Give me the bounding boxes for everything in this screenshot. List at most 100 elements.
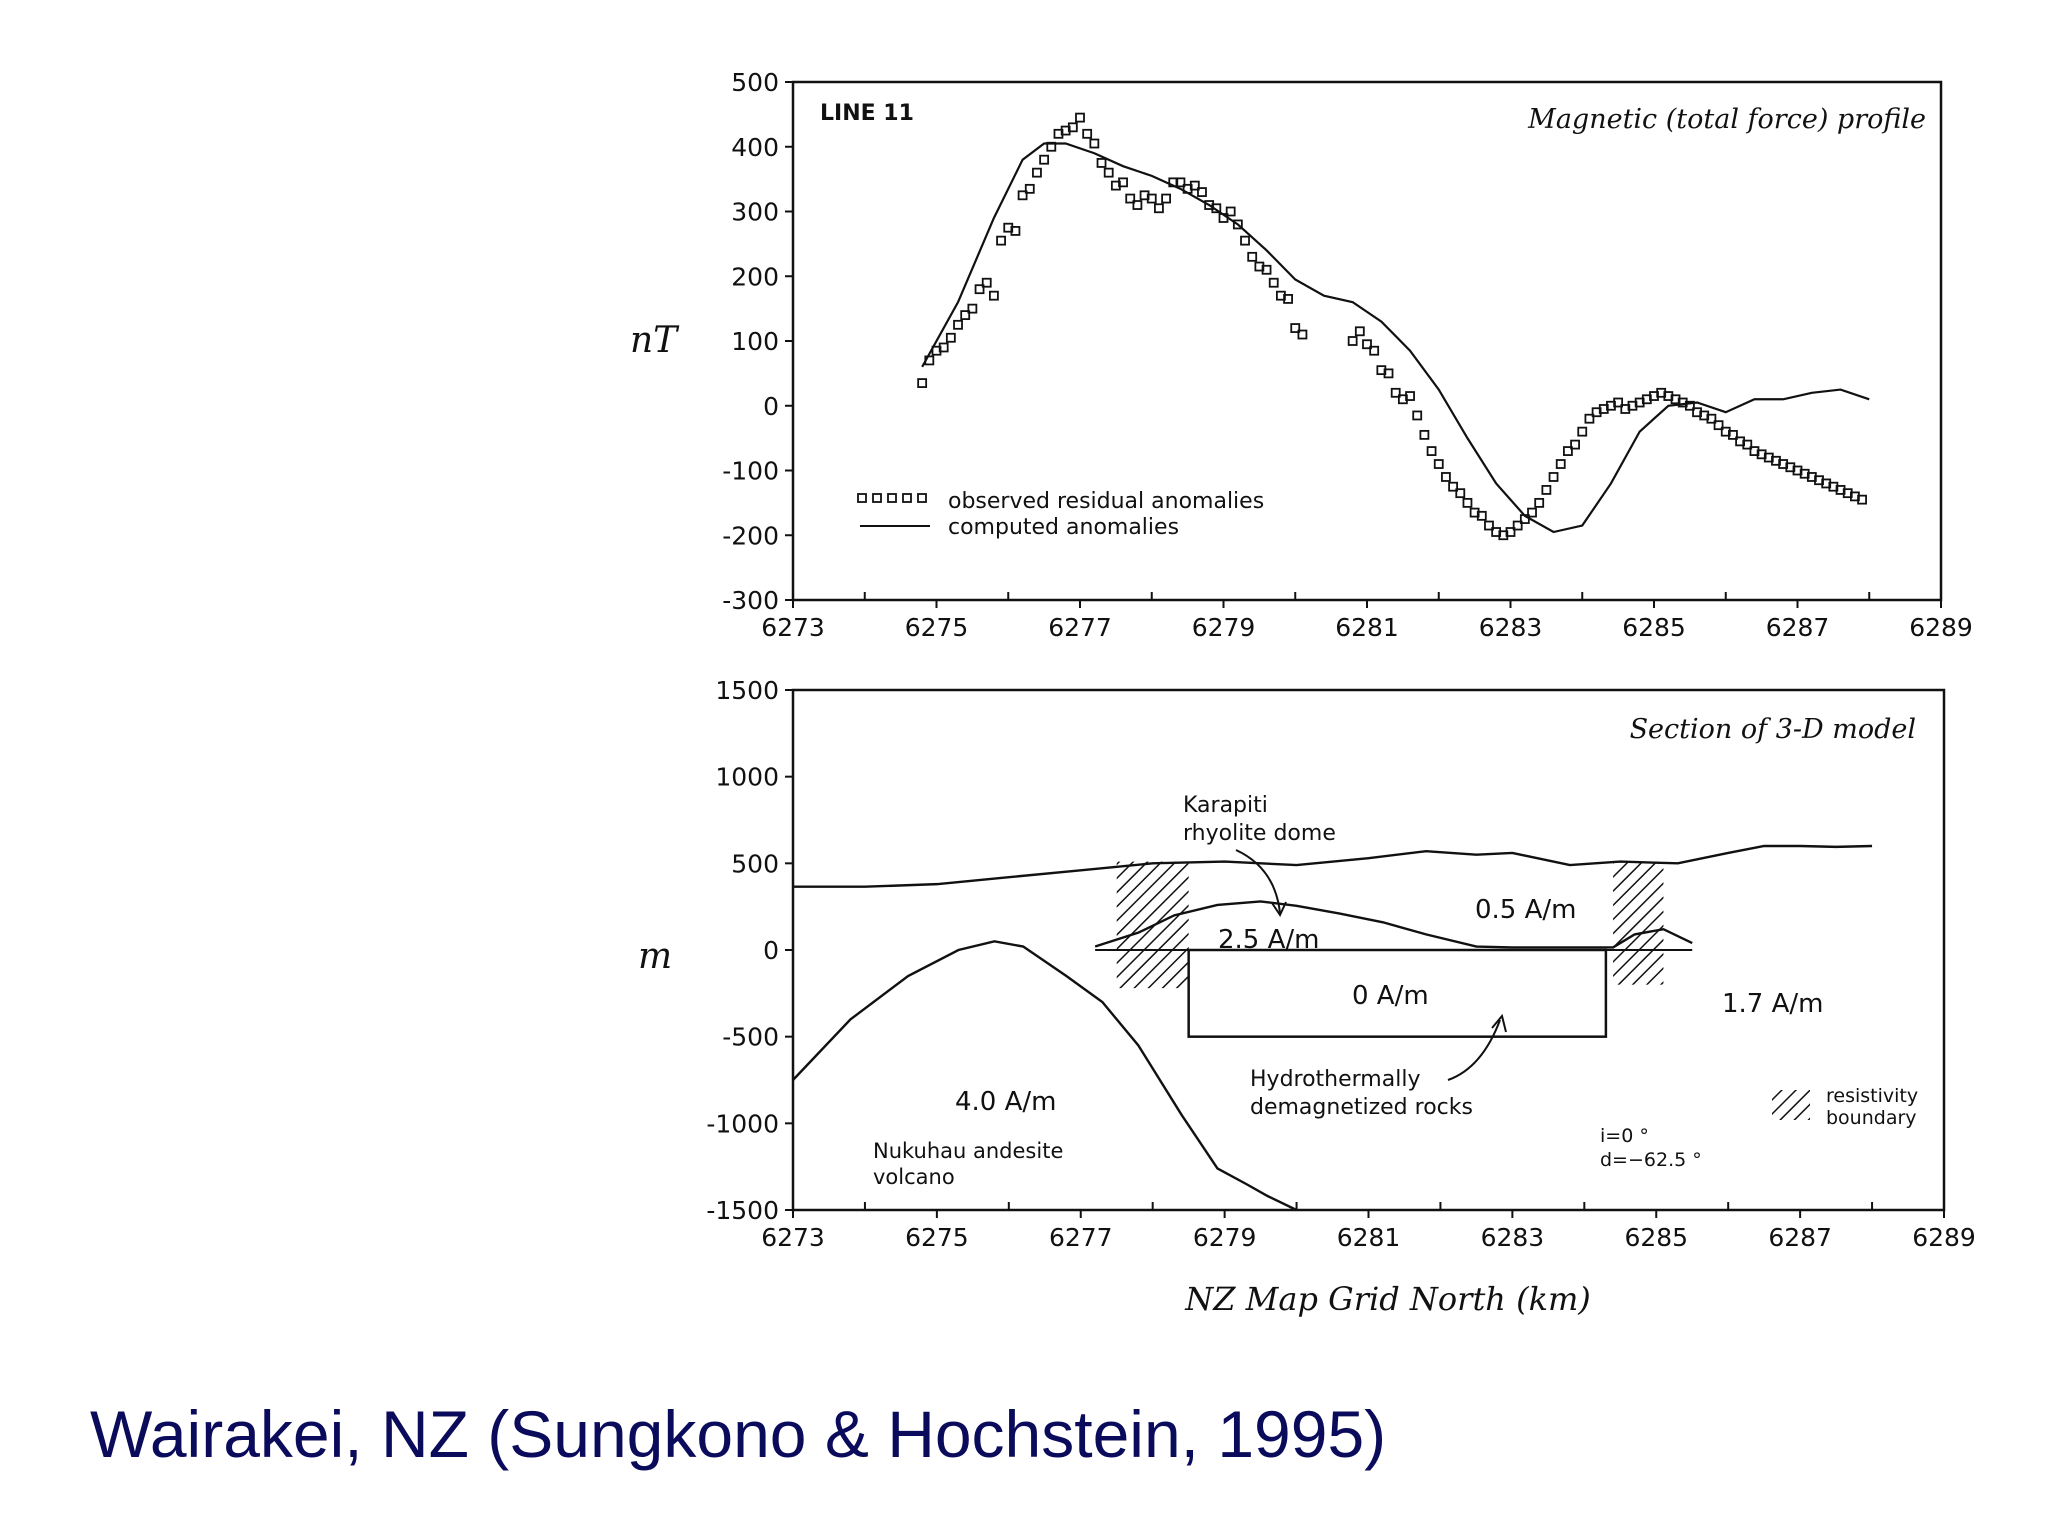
x-tick-label: 6279 xyxy=(1192,613,1256,642)
hydrothermal-label-2: demagnetized rocks xyxy=(1250,1095,1473,1120)
x-tick-label: 6273 xyxy=(761,613,825,642)
observed-anomaly-point xyxy=(1428,447,1436,455)
observed-anomaly-point xyxy=(1356,327,1364,335)
magnetization-1-7-label: 1.7 A/m xyxy=(1722,989,1824,1019)
observed-anomaly-point xyxy=(1349,337,1357,345)
y-tick-label: 0 xyxy=(763,392,779,421)
y-tick-label: 300 xyxy=(731,198,779,227)
legend-square xyxy=(903,494,911,502)
x-tick-label: 6285 xyxy=(1624,1223,1688,1252)
x-tick-label: 6273 xyxy=(761,1223,825,1252)
observed-anomaly-point xyxy=(1557,460,1565,468)
nukuhau-label-1: Nukuhau andesite xyxy=(873,1139,1063,1163)
bottom-x-label: NZ Map Grid North (km) xyxy=(1184,1280,1591,1318)
observed-anomaly-point xyxy=(1248,253,1256,261)
x-tick-label: 6275 xyxy=(905,613,969,642)
observed-anomaly-point xyxy=(1442,473,1450,481)
y-tick-label: 500 xyxy=(731,68,779,97)
y-tick-label: -1000 xyxy=(706,1109,779,1138)
top-series xyxy=(918,114,1869,540)
y-tick-label: -300 xyxy=(722,586,779,615)
observed-anomaly-point xyxy=(1535,499,1543,507)
resistivity-legend-label-1: resistivity xyxy=(1826,1085,1918,1107)
karapiti-label-2: rhyolite dome xyxy=(1183,821,1336,846)
top-legend: observed residual anomalies computed ano… xyxy=(858,489,1264,540)
x-tick-label: 6287 xyxy=(1766,613,1830,642)
y-tick-label: 500 xyxy=(731,849,779,878)
topography-line xyxy=(793,846,1872,887)
legend-observed-label: observed residual anomalies xyxy=(948,489,1264,514)
top-chart-title: Magnetic (total force) profile xyxy=(1527,104,1926,135)
x-tick-label: 6277 xyxy=(1048,613,1112,642)
observed-anomaly-point xyxy=(947,334,955,342)
magnetization-2-5-label: 2.5 A/m xyxy=(1218,925,1320,955)
observed-anomaly-point xyxy=(1162,195,1170,203)
magnetization-4-0-label: 4.0 A/m xyxy=(955,1087,1057,1117)
magnetic-profile-panel: 500 400 300 200 100 0 -100 -200 -300 6273 6275 627… xyxy=(630,68,1973,642)
declination-label: d=−62.5 ° xyxy=(1600,1149,1702,1171)
nukuhau-volcano-line xyxy=(793,941,1297,1210)
y-tick-label: 1500 xyxy=(715,676,779,705)
x-tick-label: 6279 xyxy=(1193,1223,1257,1252)
bottom-chart-title: Section of 3-D model xyxy=(1630,714,1916,745)
y-tick-label: -100 xyxy=(722,457,779,486)
magnetization-0-label: 0 A/m xyxy=(1352,981,1429,1011)
observed-anomaly-point xyxy=(918,379,926,387)
observed-anomaly-point xyxy=(1083,130,1091,138)
legend-square xyxy=(888,494,896,502)
x-tick-label: 6281 xyxy=(1337,1223,1401,1252)
x-tick-label: 6287 xyxy=(1768,1223,1832,1252)
karapiti-label-1: Karapiti xyxy=(1183,793,1268,818)
observed-anomaly-point xyxy=(1542,486,1550,494)
observed-anomaly-point xyxy=(1033,169,1041,177)
x-tick-label: 6283 xyxy=(1481,1223,1545,1252)
y-tick-label: -500 xyxy=(722,1023,779,1052)
x-tick-label: 6289 xyxy=(1909,613,1973,642)
observed-anomaly-point xyxy=(1550,473,1558,481)
nukuhau-label-2: volcano xyxy=(873,1165,955,1189)
observed-anomaly-point xyxy=(997,237,1005,245)
observed-anomaly-point xyxy=(1105,169,1113,177)
figure-caption: Wairakei, NZ (Sungkono & Hochstein, 1995… xyxy=(90,1396,1386,1472)
x-tick-label: 6289 xyxy=(1912,1223,1976,1252)
observed-anomaly-point xyxy=(1420,431,1428,439)
resistivity-legend-label-2: boundary xyxy=(1826,1107,1917,1129)
top-y-axis: 500 400 300 200 100 0 -100 -200 -300 xyxy=(722,68,793,615)
observed-anomaly-point xyxy=(1241,237,1249,245)
x-tick-label: 6281 xyxy=(1335,613,1399,642)
y-tick-label: -1500 xyxy=(706,1196,779,1225)
observed-anomaly-point xyxy=(1463,499,1471,507)
y-tick-label: 0 xyxy=(763,936,779,965)
observed-anomaly-point xyxy=(1270,279,1278,287)
y-tick-label: 100 xyxy=(731,327,779,356)
observed-anomaly-point xyxy=(1413,411,1421,419)
legend-square xyxy=(858,494,866,502)
x-tick-label: 6283 xyxy=(1479,613,1543,642)
x-tick-label: 6277 xyxy=(1049,1223,1113,1252)
hatched-resistivity-zone xyxy=(1613,862,1663,985)
hydrothermal-label-1: Hydrothermally xyxy=(1250,1067,1420,1092)
observed-anomaly-point xyxy=(1040,156,1048,164)
observed-anomaly-point xyxy=(954,321,962,329)
observed-anomaly-point xyxy=(1098,159,1106,167)
observed-anomaly-point xyxy=(1578,428,1586,436)
top-y-label: nT xyxy=(630,320,680,361)
x-tick-label: 6285 xyxy=(1622,613,1686,642)
legend-computed-label: computed anomalies xyxy=(948,515,1179,540)
y-tick-label: -200 xyxy=(722,521,779,550)
observed-anomaly-point xyxy=(990,292,998,300)
figure: 5004003002001000-100-200-300 6273 6275 627… xyxy=(0,0,2048,1536)
y-tick-label: 200 xyxy=(731,262,779,291)
inclination-label: i=0 ° xyxy=(1600,1125,1649,1147)
magnetization-0-5-label: 0.5 A/m xyxy=(1475,895,1577,925)
bottom-y-label: m xyxy=(638,936,672,977)
y-tick-label: 400 xyxy=(731,133,779,162)
observed-anomaly-point xyxy=(1155,204,1163,212)
y-tick-label: 1000 xyxy=(715,763,779,792)
observed-anomaly-point xyxy=(1076,114,1084,122)
legend-square xyxy=(873,494,881,502)
legend-square xyxy=(918,494,926,502)
hydrothermal-arrow xyxy=(1448,1020,1500,1080)
computed-anomaly-line xyxy=(922,144,1869,533)
